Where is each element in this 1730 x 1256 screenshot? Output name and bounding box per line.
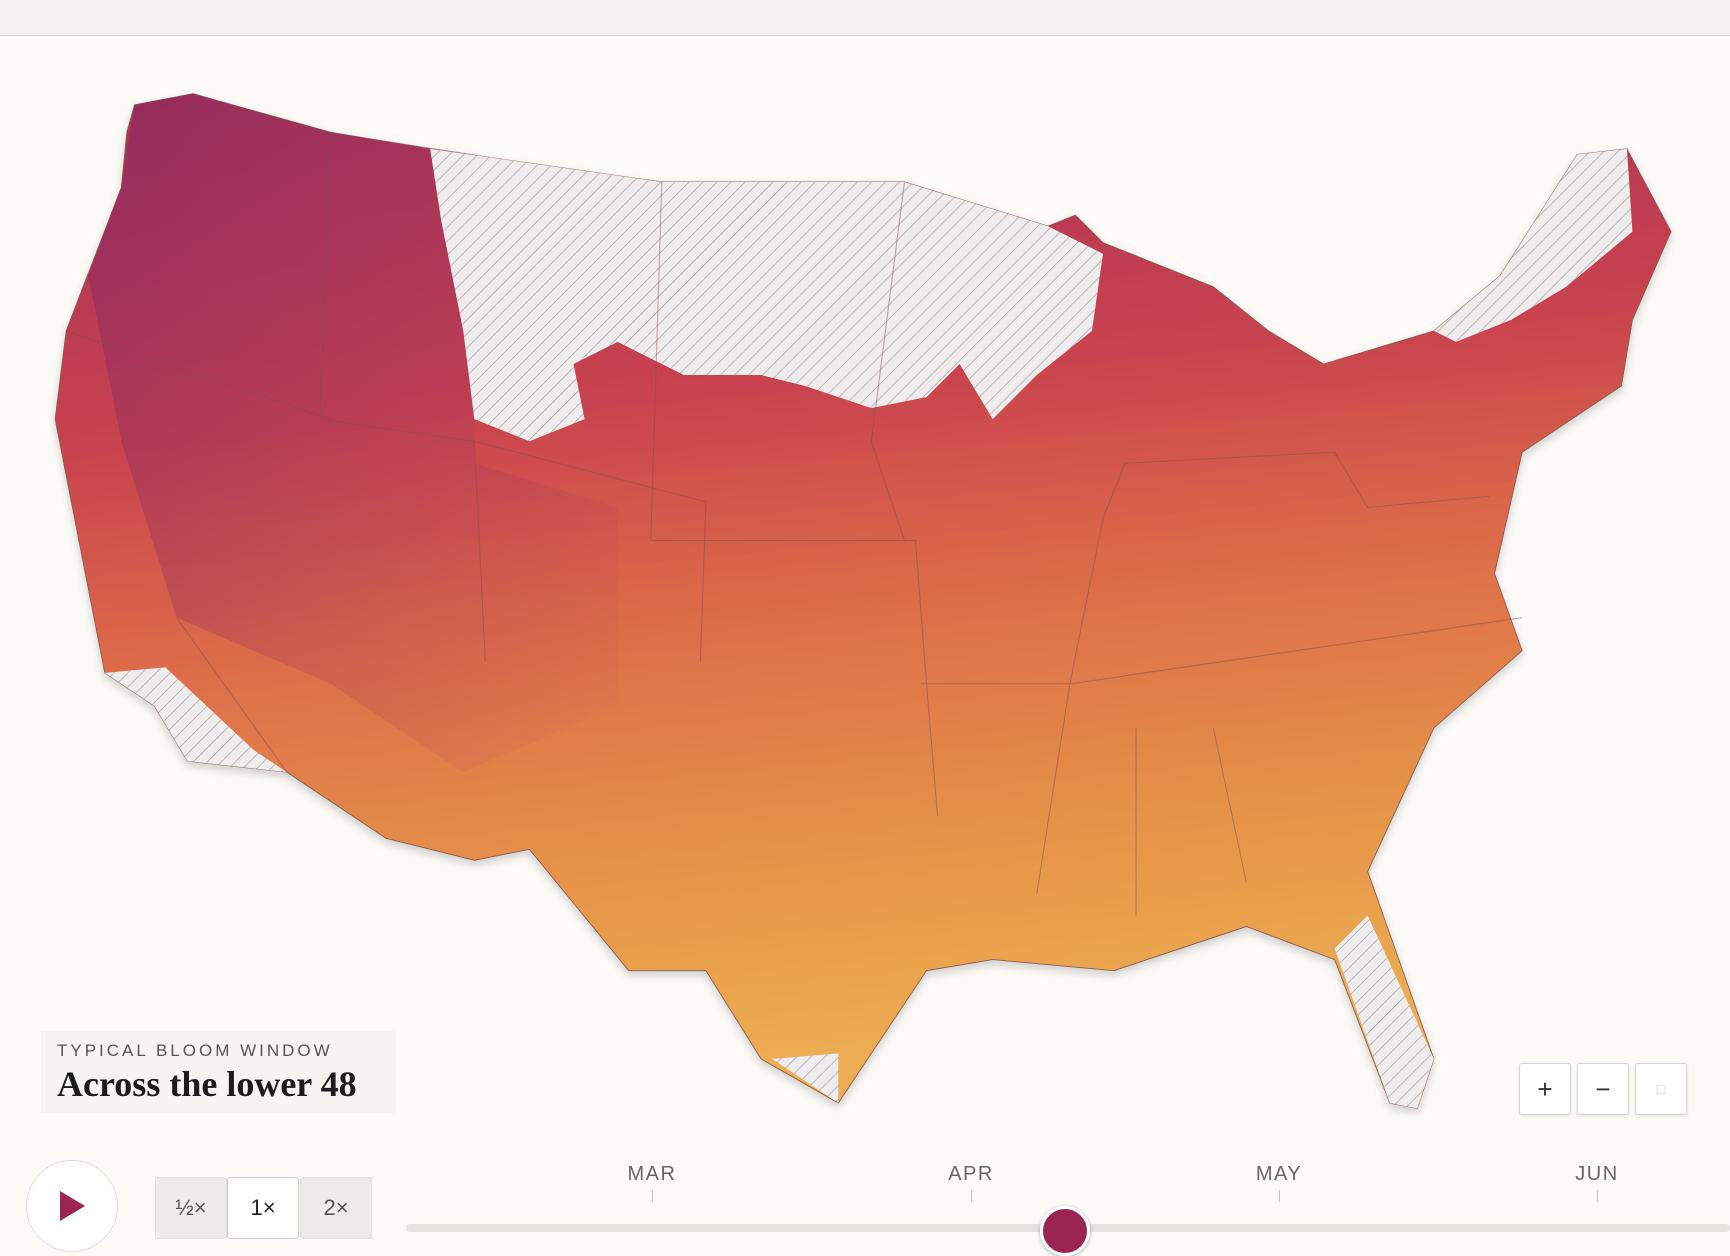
west-region — [88, 93, 618, 773]
month-tick — [652, 1190, 653, 1202]
snow-northeast — [1433, 148, 1633, 342]
zoom-reset[interactable]: □ — [1635, 1063, 1687, 1115]
month-label: JUN — [1575, 1163, 1619, 1185]
speed-1x[interactable]: 1× — [227, 1177, 299, 1239]
speed-half[interactable]: ½× — [155, 1177, 227, 1239]
month-label: MAY — [1255, 1163, 1303, 1185]
zoom-in[interactable]: + — [1519, 1063, 1571, 1115]
play-icon — [60, 1191, 85, 1221]
legend-eyebrow: TYPICAL BLOOM WINDOW — [57, 1041, 333, 1060]
play-button[interactable] — [26, 1160, 118, 1252]
timeline-thumb[interactable] — [1040, 1206, 1090, 1256]
snow-north — [430, 148, 1103, 442]
top-bar — [0, 0, 1730, 36]
map — [54, 93, 1672, 1110]
snow-texas — [772, 1053, 839, 1103]
snow-california — [104, 667, 287, 773]
speed-2x[interactable]: 2× — [300, 1177, 372, 1239]
month-tick — [1597, 1190, 1598, 1202]
legend: TYPICAL BLOOM WINDOW Across the lower 48 — [41, 1031, 396, 1113]
month-tick — [971, 1190, 972, 1202]
month-label: APR — [948, 1163, 994, 1185]
month-label: MAR — [627, 1163, 677, 1185]
state-borders — [66, 132, 1523, 916]
zoom-out[interactable]: − — [1577, 1063, 1629, 1115]
snow-florida — [1334, 915, 1434, 1109]
month-tick — [1279, 1190, 1280, 1202]
legend-title: Across the lower 48 — [57, 1064, 357, 1104]
